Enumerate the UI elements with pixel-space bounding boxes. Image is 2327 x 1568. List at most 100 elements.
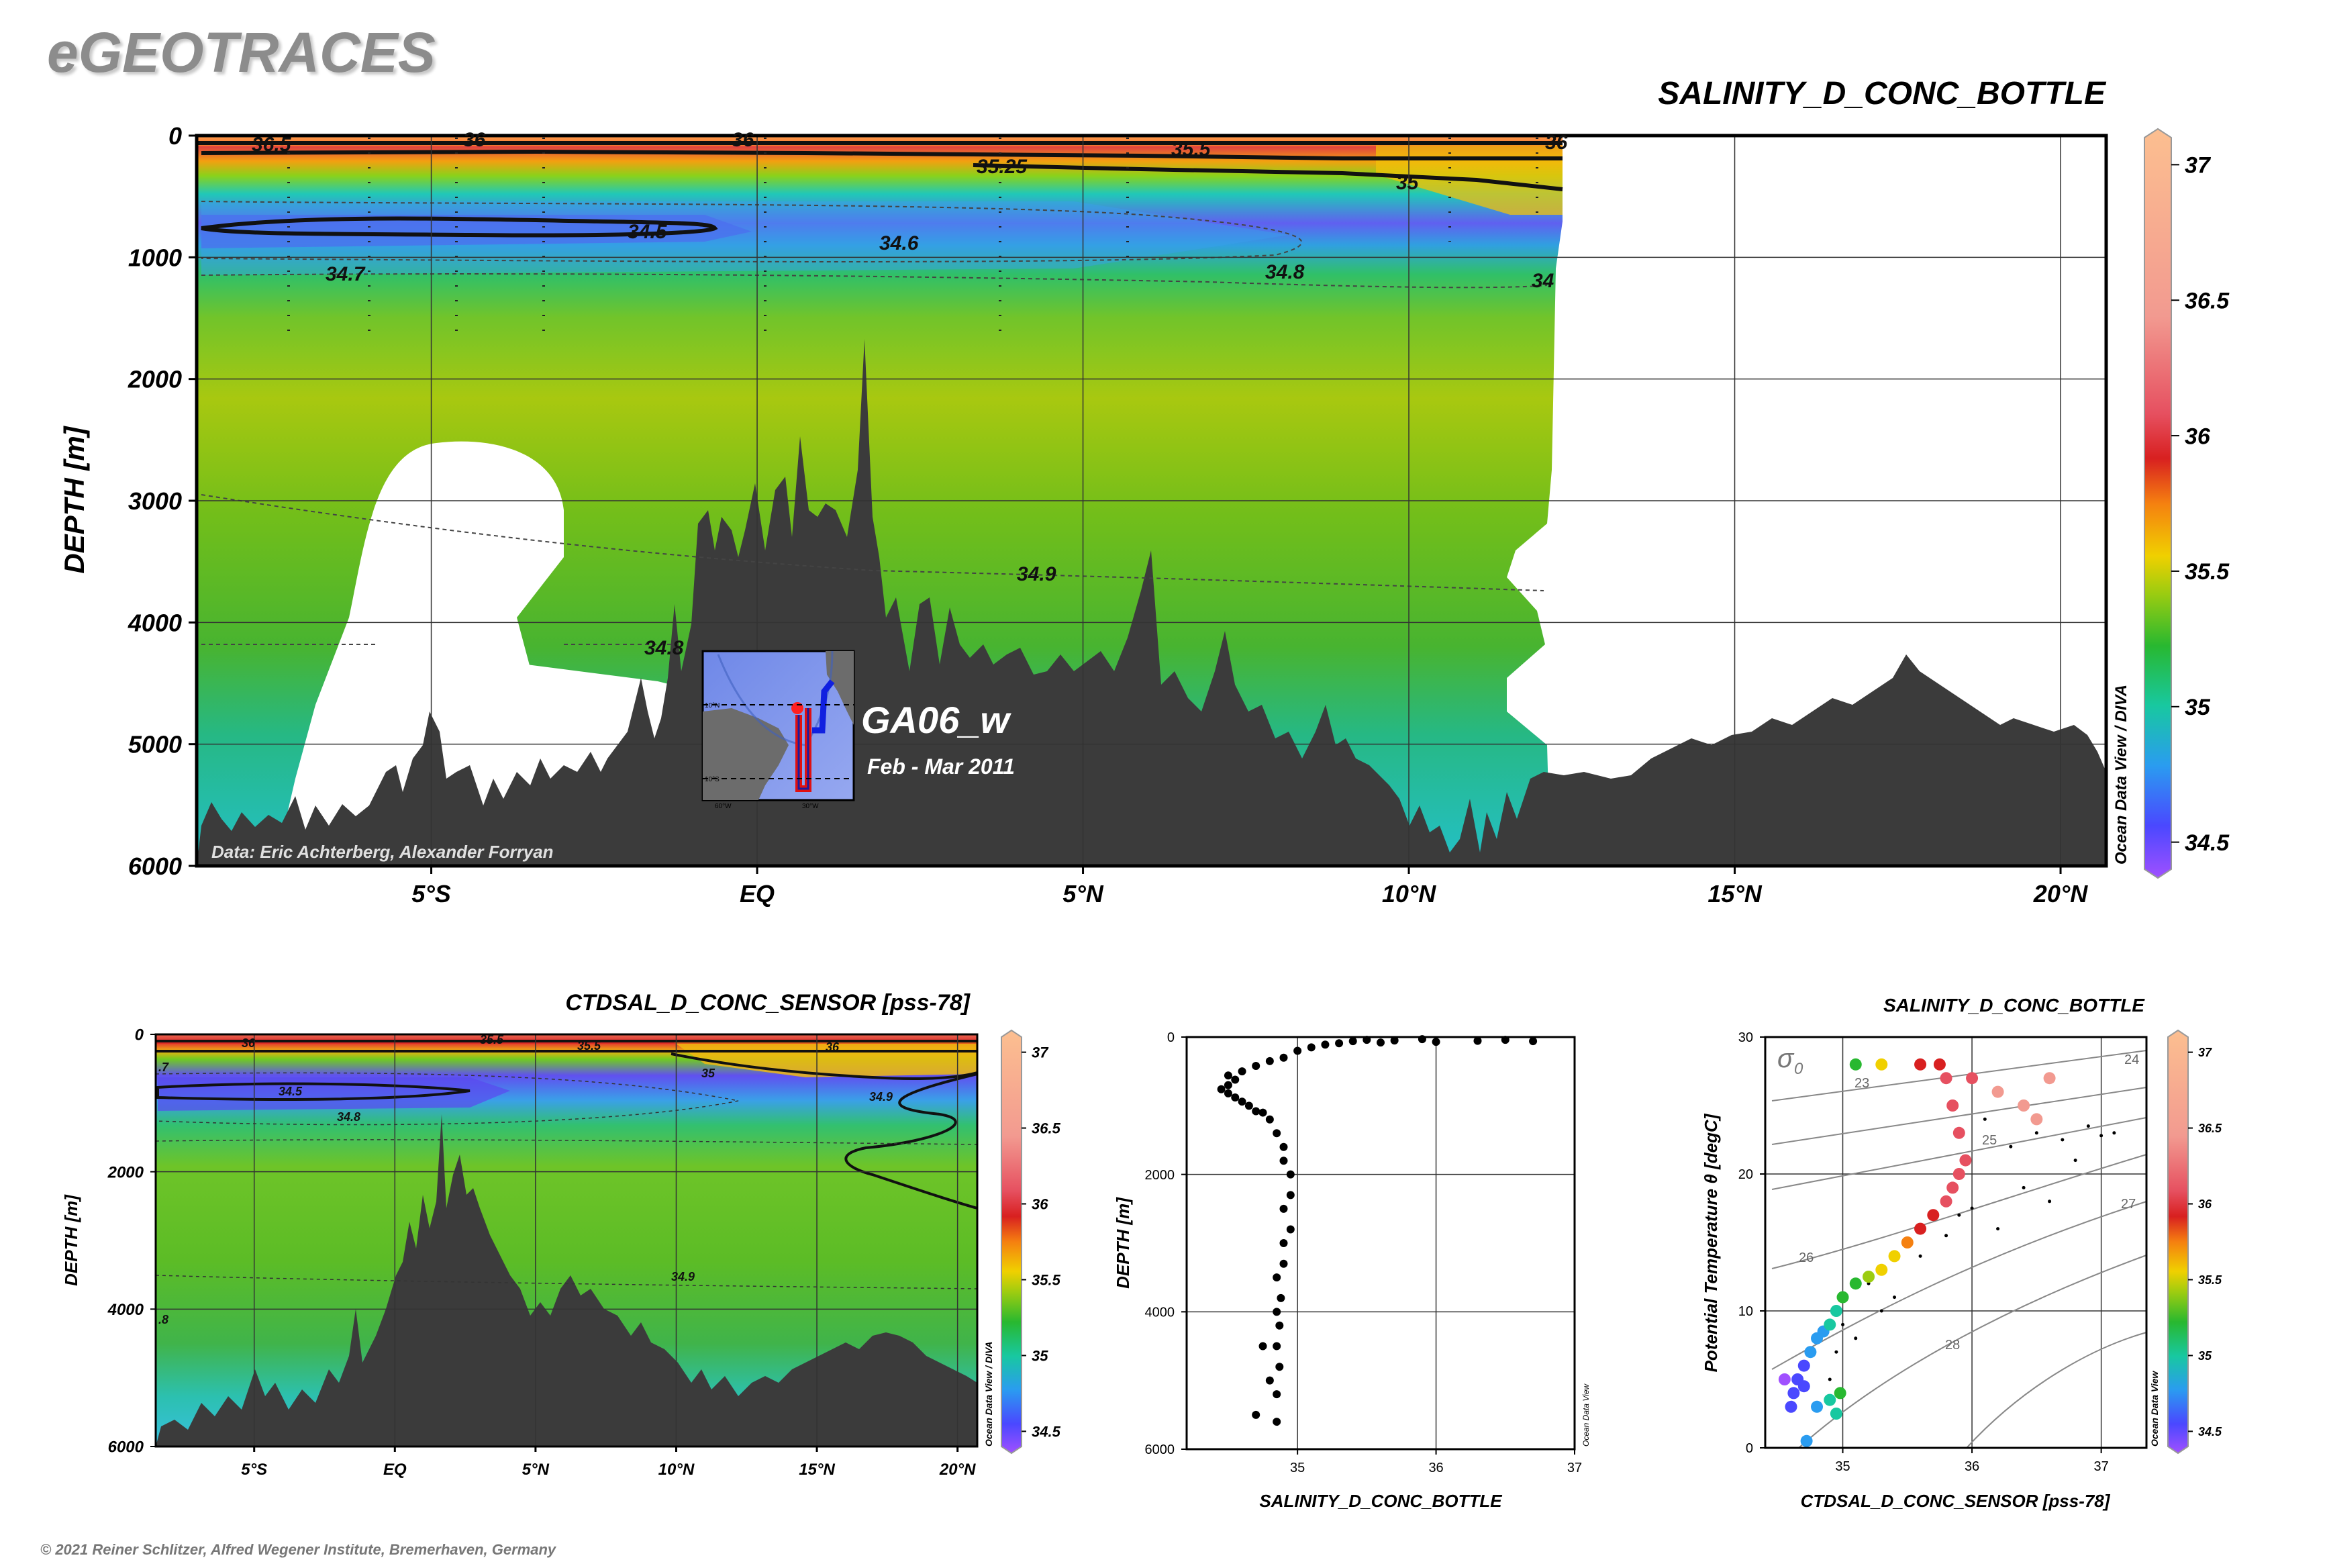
colorbar-tick-label: 36 — [1032, 1195, 1048, 1212]
profile-point — [1244, 1101, 1253, 1110]
ts-point — [1830, 1408, 1842, 1420]
inset-map: 10°N 10°S 60°W 30°W — [701, 650, 855, 810]
y-tick-label: 2000 — [1145, 1168, 1175, 1183]
ts-point — [1952, 1168, 1965, 1180]
copyright: © 2021 Reiner Schlitzer, Alfred Wegener … — [40, 1541, 556, 1558]
y-tick-label: 6000 — [128, 852, 182, 880]
ts-point — [1797, 1380, 1810, 1393]
colorbar-tick-label: 36.5 — [2198, 1122, 2222, 1135]
profile-point — [1286, 1170, 1295, 1179]
profile-point — [1252, 1061, 1260, 1070]
profile-point — [1348, 1037, 1357, 1046]
y-tick-label: 3000 — [128, 487, 182, 515]
profile-point — [1501, 1036, 1509, 1044]
profile-y-axis-label: DEPTH [m] — [1113, 1197, 1133, 1289]
ts-sensor-dot — [1970, 1206, 1974, 1210]
profile-point — [1273, 1390, 1281, 1399]
ts-point — [1952, 1126, 1965, 1139]
colorbar-side-label: Ocean Data View / DIVA — [983, 1342, 994, 1447]
profile-point — [1273, 1418, 1281, 1426]
sigma-label: σ — [1777, 1044, 1795, 1073]
profile-point — [1279, 1157, 1288, 1165]
profile-point — [1258, 1342, 1267, 1351]
ts-point — [1888, 1250, 1901, 1263]
profile-chart: 35 36 37 0 2000 4000 6000 SALINITY_D_CONC_BOTT… — [1113, 1030, 1591, 1511]
ts-point — [1811, 1400, 1824, 1413]
x-tick-label: EQ — [740, 880, 775, 908]
ts-sensor-dot — [1834, 1350, 1838, 1354]
ts-point — [1946, 1181, 1959, 1194]
x-tick-label: 10°N — [1382, 880, 1436, 908]
x-tick-label: 37 — [2093, 1459, 2108, 1474]
contour-label: 36 — [463, 129, 486, 151]
ts-colorbar: 34.5 35 35.5 36 36.5 37 Ocean Data View — [2149, 1029, 2222, 1455]
colorbar-tick-label: 35 — [1032, 1347, 1048, 1364]
profile-x-axis-label: SALINITY_D_CONC_BOTTLE — [1259, 1491, 1502, 1511]
profile-point — [1279, 1239, 1288, 1247]
x-tick-label: 10°N — [658, 1461, 695, 1479]
x-tick-label: 15°N — [799, 1461, 835, 1479]
x-tick-label: 35 — [1290, 1461, 1305, 1475]
colorbar-tick-label: 37 — [2185, 153, 2212, 179]
y-tick-label: 30 — [1738, 1030, 1753, 1045]
profile-point — [1238, 1097, 1246, 1106]
y-tick-label: 4000 — [128, 609, 182, 636]
ts-point — [1959, 1154, 1972, 1167]
y-tick-label: 10 — [1738, 1304, 1753, 1319]
colorbar-tick-label: 35.5 — [1032, 1271, 1061, 1288]
ts-sensor-dot — [2048, 1199, 2052, 1204]
ts-chart-title: SALINITY_D_CONC_BOTTLE — [1883, 995, 2145, 1016]
ts-point — [1927, 1209, 1940, 1222]
profile-point — [1307, 1043, 1316, 1052]
profile-point — [1224, 1089, 1232, 1097]
ts-point — [1849, 1058, 1862, 1071]
contour-label: 35 — [701, 1067, 715, 1080]
ts-sensor-dot — [1841, 1322, 1845, 1326]
ts-point — [1914, 1058, 1927, 1071]
y-tick-label: 0 — [1746, 1441, 1753, 1456]
ts-sensor-dot — [2009, 1144, 2013, 1148]
profile-point — [1252, 1107, 1260, 1116]
contour-label: 35.5 — [1171, 138, 1211, 160]
contour-label: 35.5 — [480, 1033, 504, 1046]
profile-point — [1231, 1093, 1240, 1102]
main-chart-title: SALINITY_D_CONC_BOTTLE — [1658, 76, 2106, 111]
x-tick-label: 35 — [1835, 1459, 1850, 1474]
data-credit: Data: Eric Achterberg, Alexander Forryan — [211, 842, 554, 862]
contour-label: 36 — [242, 1036, 256, 1050]
isopycnal-label: 26 — [1799, 1251, 1814, 1265]
profile-point — [1363, 1036, 1371, 1044]
ts-sensor-dot — [2022, 1185, 2026, 1189]
y-tick-label: 20 — [1738, 1167, 1753, 1182]
ts-sensor-dot — [2112, 1131, 2116, 1135]
cruise-label: GA06_w — [861, 699, 1011, 741]
x-tick-label: 15°N — [1707, 880, 1762, 908]
colorbar-side-label: Ocean Data View — [2149, 1371, 2160, 1447]
ts-sensor-dot — [1957, 1213, 1961, 1217]
profile-point — [1252, 1410, 1260, 1419]
y-tick-label: 0 — [135, 1026, 144, 1044]
isopycnal-label: 27 — [2121, 1197, 2136, 1212]
sensor-chart-title: CTDSAL_D_CONC_SENSOR [pss-78] — [565, 990, 971, 1016]
ts-x-axis-label: CTDSAL_D_CONC_SENSOR [pss-78] — [1801, 1491, 2111, 1511]
ts-point — [1778, 1373, 1791, 1385]
ts-sensor-dot — [1996, 1227, 2000, 1231]
colorbar-tick-label: 36.5 — [1032, 1120, 1061, 1136]
isopycnal-label: 23 — [1854, 1076, 1869, 1091]
contour-label: .8 — [158, 1313, 168, 1326]
y-tick-label: 1000 — [128, 244, 182, 271]
x-tick-label: 36 — [1428, 1461, 1443, 1475]
profile-point — [1224, 1081, 1232, 1089]
colorbar-tick-label: 36 — [2185, 424, 2211, 449]
y-tick-label: 4000 — [1145, 1306, 1175, 1320]
ts-sensor-dot — [1944, 1234, 1948, 1238]
profile-point — [1217, 1085, 1226, 1093]
ts-point — [1940, 1072, 1952, 1085]
inset-lat-label: 10°S — [705, 776, 720, 783]
contour-label: .7 — [158, 1061, 169, 1074]
ts-point — [1800, 1434, 1813, 1447]
y-tick-label: 6000 — [108, 1438, 144, 1457]
x-tick-label: 37 — [1567, 1461, 1582, 1475]
y-tick-label: 5000 — [128, 731, 182, 758]
sensor-colorbar: 34.5 35 35.5 36 36.5 37 Ocean Data View / DIV… — [983, 1029, 1061, 1455]
